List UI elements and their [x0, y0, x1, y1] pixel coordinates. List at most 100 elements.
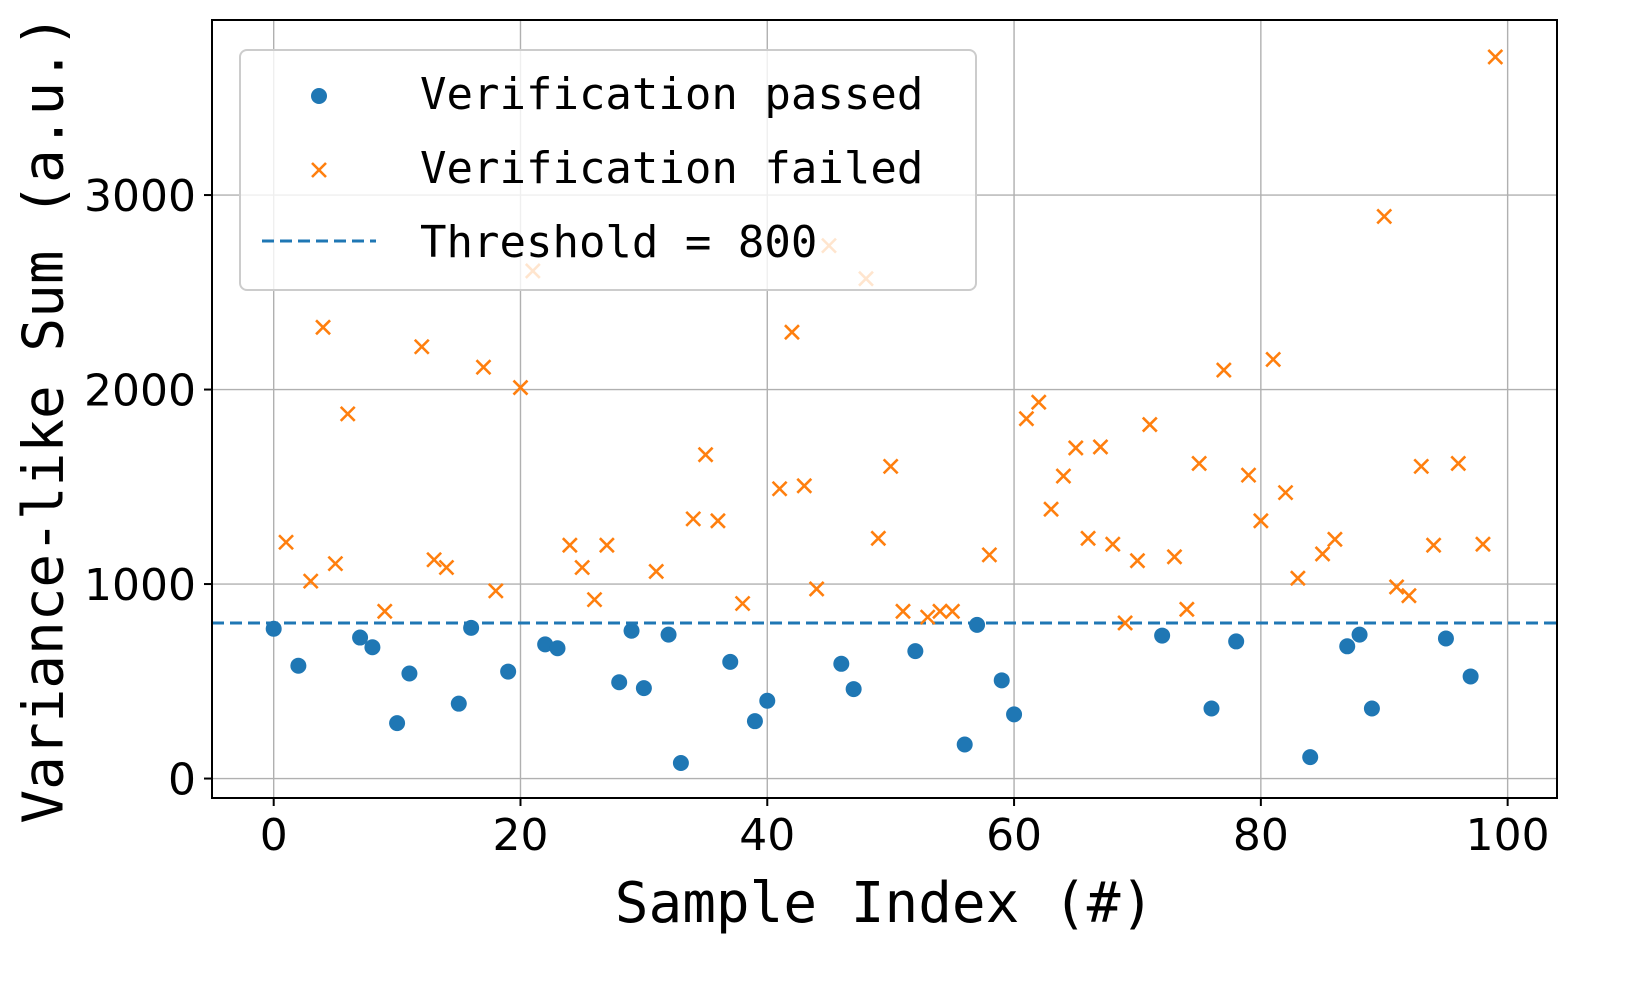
legend-circle [311, 88, 327, 104]
point-failed [1413, 458, 1430, 475]
point-failed [648, 563, 665, 580]
point-failed [1314, 545, 1331, 562]
point-failed [771, 480, 788, 497]
point-passed [549, 640, 566, 657]
point-failed [1067, 439, 1084, 456]
point-failed [1475, 536, 1491, 553]
point-passed [450, 695, 467, 712]
point-failed [1191, 455, 1208, 472]
point-passed [389, 715, 406, 732]
point-failed [327, 555, 344, 572]
point-passed [290, 657, 307, 674]
point-failed [376, 603, 393, 620]
legend-box [239, 49, 977, 291]
point-failed [1141, 416, 1158, 433]
plot-frame [211, 19, 1558, 799]
point-failed [1080, 530, 1097, 547]
point-failed [426, 551, 443, 568]
point-failed [475, 359, 492, 376]
point-passed [1437, 630, 1454, 647]
point-passed [722, 653, 739, 670]
point-failed [512, 379, 529, 396]
point-failed [1104, 536, 1121, 553]
x-tick-label: 40 [739, 810, 795, 861]
point-passed [833, 655, 850, 672]
point-failed [1450, 455, 1467, 472]
point-passed [907, 643, 924, 660]
y-tick-label: 2000 [84, 366, 196, 417]
x-tick-label: 60 [986, 810, 1042, 861]
x-tick-label: 100 [1466, 810, 1550, 861]
point-failed [1092, 439, 1109, 455]
point-failed [919, 609, 936, 626]
point-failed [1117, 615, 1134, 631]
point-failed [1215, 362, 1232, 379]
point-passed [1351, 626, 1368, 643]
point-failed [315, 319, 331, 336]
point-failed [709, 512, 726, 529]
point-passed [969, 616, 986, 633]
point-passed [463, 619, 480, 636]
y-tick-label: 1000 [84, 560, 196, 611]
point-failed [1425, 537, 1442, 554]
y-axis-ticks: 0 1000 2000 3000 [84, 171, 212, 806]
point-failed [1043, 501, 1060, 518]
point-passed [1203, 700, 1220, 717]
point-failed [944, 603, 961, 620]
point-failed [1326, 531, 1343, 548]
legend: Verification passed Verification failed … [239, 49, 977, 291]
legend-label-failed: Verification failed [420, 143, 923, 194]
point-failed [413, 338, 430, 355]
point-failed [932, 603, 948, 620]
point-passed [1363, 700, 1380, 717]
point-passed [672, 754, 689, 771]
point-passed [1154, 627, 1171, 644]
point-passed [1302, 749, 1319, 766]
point-passed [1006, 706, 1023, 723]
point-failed [808, 580, 825, 597]
point-failed [561, 537, 578, 554]
point-passed [352, 629, 369, 646]
x-tick-label: 80 [1233, 810, 1289, 861]
point-failed [1030, 394, 1047, 411]
point-passed [401, 665, 418, 682]
point-failed [1401, 587, 1417, 604]
point-failed [598, 537, 615, 554]
point-failed [278, 534, 294, 551]
point-failed [1240, 467, 1257, 484]
x-tick-label: 0 [260, 810, 288, 861]
point-failed [882, 458, 899, 475]
point-passed [660, 626, 677, 643]
point-failed [796, 477, 813, 494]
point-failed [339, 405, 356, 422]
point-passed [635, 680, 652, 697]
point-failed [1289, 570, 1306, 587]
point-failed [1055, 468, 1072, 485]
point-failed [685, 510, 702, 527]
legend-label-threshold: Threshold = 800 [420, 217, 817, 268]
point-failed [586, 591, 603, 608]
point-passed [537, 636, 554, 653]
point-failed [734, 595, 751, 612]
point-passed [759, 692, 776, 709]
point-failed [981, 546, 998, 563]
point-failed [1129, 552, 1146, 569]
x-axis-ticks: 0 20 40 60 80 100 [260, 798, 1550, 861]
point-failed [438, 559, 455, 576]
legend-marker-passed [311, 88, 327, 104]
point-failed [697, 446, 714, 463]
point-failed [1487, 49, 1504, 65]
point-failed [1178, 601, 1195, 618]
point-failed [574, 559, 591, 576]
x-tick-label: 20 [492, 810, 548, 861]
point-failed [1277, 484, 1294, 501]
point-passed [993, 672, 1010, 689]
point-passed [1228, 633, 1245, 650]
point-passed [611, 674, 628, 691]
y-axis-title: Variance-like Sum (a.u.) [12, 14, 77, 823]
y-tick-label: 3000 [84, 171, 196, 222]
legend-marker-failed [311, 162, 327, 178]
legend-label-passed: Verification passed [420, 69, 923, 120]
point-failed [1376, 208, 1393, 225]
